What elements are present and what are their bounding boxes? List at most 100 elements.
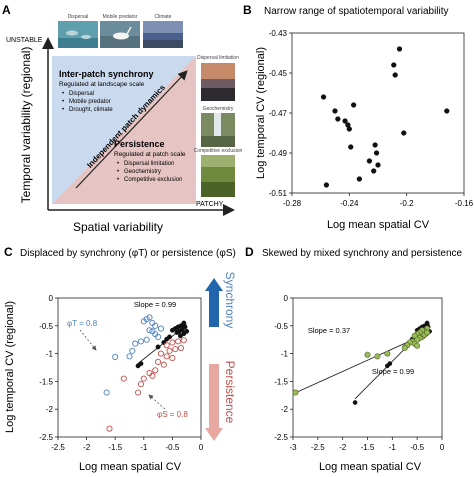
photo-caption-mobile-predator: Mobile predator: [103, 14, 138, 20]
x-tick-label: -0.2: [400, 199, 414, 208]
data-point: [157, 325, 165, 332]
data-point: [335, 116, 341, 122]
panel-d-y-ticks: 0 -0.5 -1 -1.5 -2 -2.5: [274, 294, 293, 442]
y-tick-label: -2.5: [39, 433, 53, 442]
panel-c-title: Displaced by synchrony (φT) or persisten…: [20, 248, 236, 259]
x-tick-label: -0.16: [455, 199, 474, 208]
panel-a-y-label: Temporal variability (regional): [19, 47, 33, 204]
synchrony-item-2: Mobile predator: [69, 99, 111, 105]
persistence-arrow-head: [205, 428, 223, 441]
data-point: [155, 344, 161, 350]
data-point: [373, 150, 380, 156]
data-point: [332, 108, 338, 114]
x-tick-label: -0.24: [340, 199, 359, 208]
x-tick-label: -0.5: [166, 443, 180, 452]
persistence-item-2: Geochemistry: [124, 169, 161, 175]
phi-t-label: φT = 0.8: [67, 319, 98, 328]
data-point: [320, 94, 327, 100]
synchrony-bullet-3: •: [62, 107, 64, 113]
data-point: [375, 162, 381, 168]
data-point: [120, 375, 127, 382]
synchrony-arrow-shaft: [209, 291, 219, 327]
x-tick-label: -3: [289, 443, 297, 452]
panel-d-x-ticks: -3 -2.5 -2 -1.5 -1 -0.5 0: [289, 437, 445, 452]
panel-d-slope-099: Slope = 0.99: [372, 367, 414, 376]
data-point: [112, 353, 119, 360]
x-tick-label: -0.28: [283, 199, 302, 208]
panel-b-x-label: Log mean spatial CV: [327, 219, 430, 231]
y-tick-label: -2.5: [274, 433, 288, 442]
data-point: [172, 346, 179, 353]
synchrony-subtitle: Regulated at landscape scale: [59, 81, 145, 88]
unstable-label: UNSTABLE: [6, 37, 43, 44]
panel-b: B Narrow range of spatiotemporal variabi…: [243, 3, 474, 231]
photo-caption-geochemistry: Geochemistry: [203, 106, 234, 112]
x-tick-label: -2.5: [311, 443, 325, 452]
data-point: [180, 337, 187, 344]
data-point: [401, 345, 408, 352]
data-point: [146, 314, 153, 321]
x-tick-label: -2: [83, 443, 91, 452]
data-point: [155, 333, 162, 340]
diagonal-arrow: [75, 70, 188, 189]
data-point: [356, 176, 363, 182]
panel-d: D Skewed by mixed synchrony and persiste…: [245, 245, 463, 473]
panel-b-points: [320, 46, 450, 188]
data-point: [126, 353, 133, 360]
persistence-bullet-1: •: [117, 161, 119, 167]
persistence-triangle: [52, 56, 196, 204]
panel-c: C Displaced by synchrony (φT) or persist…: [4, 245, 237, 473]
x-tick-label: -1: [140, 443, 148, 452]
data-point: [146, 327, 153, 334]
panel-a-letter: A: [2, 3, 11, 17]
y-tick-label: -0.47: [269, 109, 288, 118]
data-point: [444, 108, 450, 114]
data-point: [129, 347, 136, 354]
panel-c-plot-frame: [57, 297, 202, 438]
data-point: [184, 328, 190, 334]
photo-caption-competitive-exclusion: Competitive exclusion: [194, 148, 243, 154]
data-point: [352, 400, 358, 405]
data-point: [137, 338, 144, 345]
data-point: [163, 353, 170, 360]
y-tick-label: -0.43: [269, 29, 288, 38]
photo-caption-climate: Climate: [155, 14, 172, 20]
data-point: [169, 354, 176, 362]
y-tick-label: -1.5: [39, 377, 53, 386]
synchrony-bullet-1: •: [62, 91, 64, 97]
panel-b-y-ticks: -0.43 -0.45 -0.47 -0.49 -0.51: [269, 29, 292, 198]
data-point: [157, 350, 165, 357]
data-point: [292, 389, 299, 396]
data-point: [385, 363, 390, 369]
x-tick-label: -1.5: [361, 443, 375, 452]
photo-mobile-predator: [100, 21, 140, 48]
y-tick-label: -2: [281, 405, 289, 414]
photo-caption-dispersal: Dispersal: [68, 14, 89, 20]
x-tick-label: 0: [199, 443, 204, 452]
panel-c-x-ticks: -2.5 -2 -1.5 -1 -0.5 0: [51, 437, 204, 452]
data-point: [391, 62, 397, 68]
data-point: [149, 372, 156, 379]
data-point: [160, 361, 167, 368]
y-tick-label: -0.45: [269, 69, 288, 78]
panel-b-y-label: Log temporal CV (regional): [255, 47, 267, 179]
y-tick-label: -1: [46, 350, 54, 359]
data-point: [364, 351, 371, 358]
persistence-title: Persistence: [114, 139, 165, 149]
data-point: [177, 344, 185, 352]
data-point: [177, 333, 183, 339]
photo-dispersal: [58, 21, 98, 48]
data-point: [374, 353, 381, 360]
synchrony-title: Inter-patch synchrony: [59, 69, 154, 79]
panel-d-points: [292, 320, 432, 405]
y-tick-label: -0.49: [269, 149, 288, 158]
data-point: [140, 375, 147, 382]
panel-c-y-label: Log temporal CV (regional): [4, 301, 16, 433]
panel-a-x-label: Spatial variability: [73, 220, 163, 234]
panel-d-slope-037: Slope = 0.37: [308, 326, 350, 335]
data-point: [143, 336, 150, 343]
panel-c-y-ticks: 0 -0.5 -1 -1.5 -2 -2.5: [39, 294, 58, 442]
persistence-item-3: Competitive exclusion: [124, 177, 182, 183]
panel-d-title: Skewed by mixed synchrony and persistenc…: [262, 248, 463, 259]
y-tick-label: 0: [284, 294, 289, 303]
